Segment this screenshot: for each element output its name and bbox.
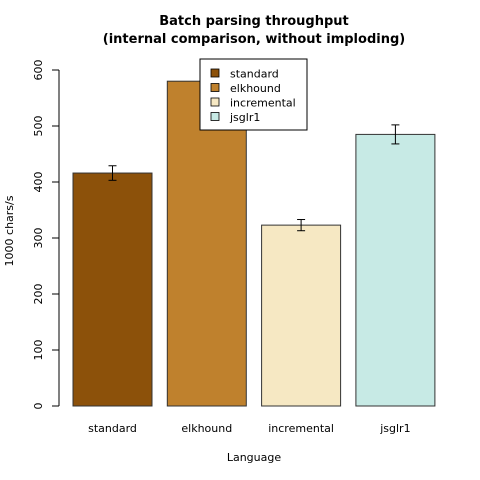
- y-tick-label: 300: [32, 228, 45, 249]
- y-tick-label: 100: [32, 340, 45, 361]
- x-tick-label: standard: [88, 422, 137, 435]
- x-axis: standard elkhound incremental jsglr1: [88, 422, 410, 435]
- x-tick-label: incremental: [268, 422, 334, 435]
- y-tick-label: 200: [32, 284, 45, 305]
- legend-swatch-standard: [210, 68, 220, 78]
- chart-subtitle: (internal comparison, without imploding): [103, 32, 405, 47]
- bar-incremental: [261, 224, 342, 407]
- legend-swatch-jsglr1: [210, 112, 220, 121]
- legend-label: elkhound: [230, 82, 281, 95]
- y-axis: 0 100 200 300 400 500 600: [32, 60, 60, 410]
- x-tick-label: jsglr1: [379, 422, 410, 435]
- legend-label: standard: [230, 68, 279, 81]
- legend-swatch-incremental: [210, 97, 220, 107]
- x-tick-label: elkhound: [181, 422, 232, 435]
- bar-elkhound: [166, 80, 247, 407]
- y-tick-label: 600: [32, 60, 45, 81]
- x-axis-label: Language: [227, 451, 282, 464]
- chart-title: Batch parsing throughput: [159, 14, 349, 29]
- y-axis-label: 1000 chars/s: [3, 195, 16, 266]
- y-tick-label: 400: [32, 172, 45, 193]
- legend-swatch-elkhound: [210, 83, 220, 92]
- bar-standard: [72, 172, 153, 407]
- legend-label: jsglr1: [229, 111, 260, 124]
- legend-label: incremental: [230, 97, 296, 110]
- y-tick-label: 0: [32, 403, 45, 410]
- bars: [72, 62, 436, 407]
- y-tick-label: 500: [32, 116, 45, 137]
- bar-jsglr1: [355, 133, 436, 407]
